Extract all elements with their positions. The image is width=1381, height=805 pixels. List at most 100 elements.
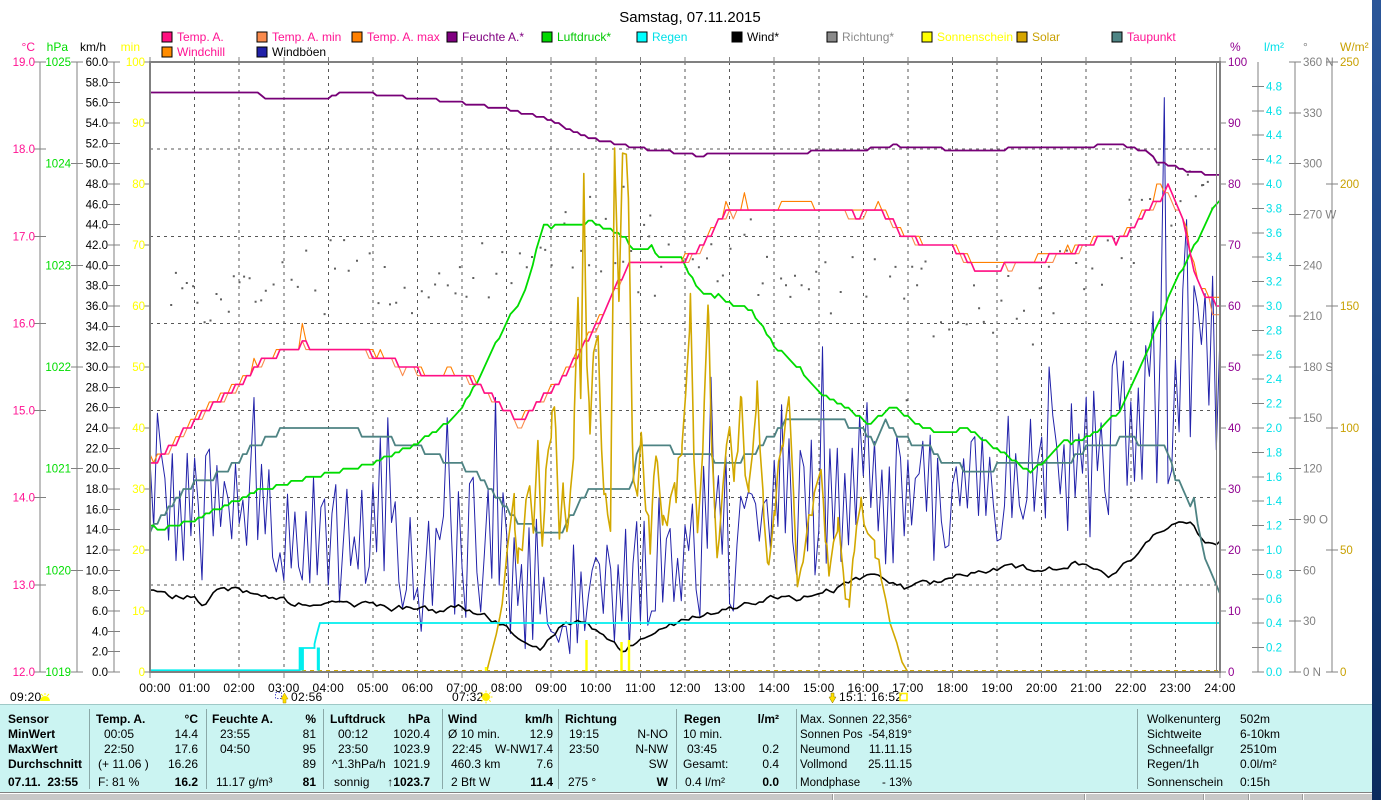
svg-text:(+ 11.06 ): (+ 11.06 ) <box>98 757 149 771</box>
svg-text:Temp. A.: Temp. A. <box>96 712 145 726</box>
svg-text:16.0: 16.0 <box>13 318 35 330</box>
svg-text:58.0: 58.0 <box>86 77 108 89</box>
svg-text:0: 0 <box>139 667 145 679</box>
svg-text:1.6: 1.6 <box>1266 472 1282 484</box>
svg-text:Richtung*: Richtung* <box>842 30 894 44</box>
svg-text:Vollmond: Vollmond <box>800 759 847 771</box>
svg-text:W-NW: W-NW <box>495 742 531 756</box>
svg-text:17.0: 17.0 <box>13 231 35 243</box>
svg-text:Luftdruck: Luftdruck <box>330 712 386 726</box>
svg-text:16.0: 16.0 <box>86 504 108 516</box>
svg-text:14.0: 14.0 <box>13 493 35 505</box>
svg-text:81: 81 <box>303 775 317 789</box>
svg-text:80: 80 <box>1228 179 1241 191</box>
svg-text:460.3 km: 460.3 km <box>451 757 500 771</box>
svg-text:70: 70 <box>132 240 145 252</box>
svg-text:0: 0 <box>1340 667 1346 679</box>
svg-text:4.6: 4.6 <box>1266 106 1282 118</box>
svg-text:04:00: 04:00 <box>313 681 345 695</box>
svg-text:14:00: 14:00 <box>758 681 790 695</box>
svg-text:330: 330 <box>1303 108 1322 120</box>
svg-text:40: 40 <box>132 423 145 435</box>
svg-text:6-10km: 6-10km <box>1240 727 1280 741</box>
svg-text:22:45: 22:45 <box>452 742 482 756</box>
svg-text:%: % <box>305 712 316 726</box>
svg-text:3.6: 3.6 <box>1266 228 1282 240</box>
svg-text:Regen: Regen <box>652 30 687 44</box>
svg-text:40.0: 40.0 <box>86 260 108 272</box>
svg-text:25.11.15: 25.11.15 <box>868 759 912 771</box>
svg-text:28.0: 28.0 <box>86 382 108 394</box>
svg-text:l/m²: l/m² <box>1264 40 1284 54</box>
svg-text:03:00: 03:00 <box>268 681 300 695</box>
svg-text:300: 300 <box>1303 159 1322 171</box>
svg-text:17:00: 17:00 <box>892 681 924 695</box>
svg-text:50: 50 <box>1340 545 1353 557</box>
svg-text:2 Bft W: 2 Bft W <box>451 775 491 789</box>
svg-text:18.0: 18.0 <box>86 484 108 496</box>
svg-text:13.0: 13.0 <box>13 580 35 592</box>
svg-text:34.0: 34.0 <box>86 321 108 333</box>
svg-text:22.0: 22.0 <box>86 443 108 455</box>
svg-text:15:00: 15:00 <box>803 681 835 695</box>
svg-text:Temp. A. max: Temp. A. max <box>367 30 440 44</box>
svg-text:10.0: 10.0 <box>86 565 108 577</box>
svg-text:10 min.: 10 min. <box>683 727 722 741</box>
svg-text:12.0: 12.0 <box>13 667 35 679</box>
svg-text:km/h: km/h <box>525 712 553 726</box>
svg-text:07:32: 07:32 <box>452 690 484 704</box>
svg-text:0.4: 0.4 <box>762 757 779 771</box>
svg-text:09:20: 09:20 <box>10 690 42 704</box>
svg-text:270 W: 270 W <box>1303 210 1336 222</box>
svg-text:90 O: 90 O <box>1303 515 1328 527</box>
svg-text:min: min <box>121 40 140 54</box>
svg-text:°C: °C <box>185 712 199 726</box>
svg-text:60.0: 60.0 <box>86 57 108 69</box>
svg-text:Feuchte A.*: Feuchte A.* <box>462 30 524 44</box>
svg-text:03:45: 03:45 <box>687 742 717 756</box>
svg-text:81: 81 <box>303 727 317 741</box>
svg-text:240: 240 <box>1303 260 1322 272</box>
svg-text:Max. Sonnen: Max. Sonnen <box>800 714 868 726</box>
svg-text:26.0: 26.0 <box>86 403 108 415</box>
svg-text:0 N: 0 N <box>1303 667 1321 679</box>
svg-text:0.6: 0.6 <box>1266 594 1282 606</box>
svg-text:24:00: 24:00 <box>1204 681 1236 695</box>
svg-text:07:00: 07:00 <box>446 681 478 695</box>
svg-text:4.8: 4.8 <box>1266 81 1282 93</box>
svg-text:22:00: 22:00 <box>1115 681 1147 695</box>
svg-text:150: 150 <box>1340 301 1359 313</box>
svg-text:4.4: 4.4 <box>1266 130 1283 142</box>
svg-text:11:00: 11:00 <box>625 681 656 695</box>
svg-text:km/h: km/h <box>80 40 106 54</box>
svg-text:Ø 10 min.: Ø 10 min. <box>448 727 500 741</box>
svg-text:10: 10 <box>132 606 145 618</box>
svg-text:60: 60 <box>132 301 145 313</box>
svg-text:Regen/1h: Regen/1h <box>1147 757 1199 771</box>
svg-text:90: 90 <box>132 118 145 130</box>
svg-text:4.2: 4.2 <box>1266 155 1282 167</box>
svg-text:W/m²: W/m² <box>1340 40 1369 54</box>
svg-text:1023.9: 1023.9 <box>393 742 430 756</box>
svg-text:2.6: 2.6 <box>1266 350 1282 362</box>
svg-text:Windböen: Windböen <box>272 45 326 59</box>
svg-text:sonnig: sonnig <box>334 775 369 789</box>
svg-text:0.8: 0.8 <box>1266 569 1282 581</box>
svg-text:11.11.15: 11.11.15 <box>869 744 912 756</box>
svg-text:13:00: 13:00 <box>714 681 746 695</box>
svg-text:54.0: 54.0 <box>86 118 108 130</box>
svg-text:6.0: 6.0 <box>92 606 108 618</box>
svg-text:0:15h: 0:15h <box>1240 775 1270 789</box>
svg-text:44.0: 44.0 <box>86 220 108 232</box>
svg-text:70: 70 <box>1228 240 1241 252</box>
svg-text:0: 0 <box>1228 667 1234 679</box>
svg-text:150: 150 <box>1303 413 1322 425</box>
svg-text:MaxWert: MaxWert <box>8 742 58 756</box>
svg-text:22:50: 22:50 <box>104 742 134 756</box>
svg-text:250: 250 <box>1340 57 1359 69</box>
svg-text:46.0: 46.0 <box>86 199 108 211</box>
svg-text:2.2: 2.2 <box>1266 399 1282 411</box>
svg-text:23:50: 23:50 <box>338 742 368 756</box>
svg-text:1.2: 1.2 <box>1266 521 1282 533</box>
svg-text:Feuchte A.: Feuchte A. <box>212 712 273 726</box>
